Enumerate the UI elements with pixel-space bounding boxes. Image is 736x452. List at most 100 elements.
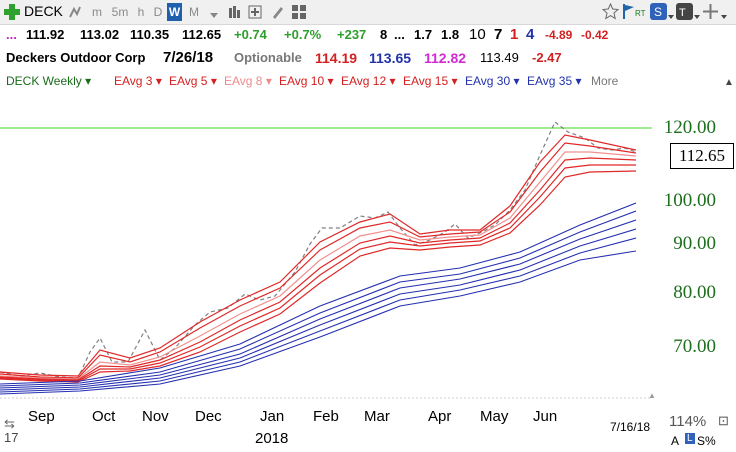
xtick-feb: Feb [313,408,339,425]
blue-avg-line-2 [0,210,637,387]
xtick-apr: Apr [428,408,452,425]
chevron-down-icon: ▾ [207,74,217,88]
flag-icon[interactable] [622,3,636,23]
blue-avg-line-1 [0,202,637,385]
period-mo[interactable]: M [189,5,199,19]
quote-rank: 8 [380,27,388,42]
period-d[interactable]: D [153,5,163,19]
red-avg-line-6 [0,170,637,383]
quote-row: ... 111.92 113.02 110.35 112.65 +0.74 +0… [0,24,736,46]
legend-label: EAvg 8 [224,74,263,88]
legend-eavg3[interactable]: EAvg 3 ▾ [114,70,162,92]
chart-type-icon[interactable] [68,5,82,22]
xtick-may: May [480,408,509,425]
ytick-100: 100.00 [663,190,716,211]
legend-label: EAvg 12 [341,74,387,88]
add-study-icon[interactable] [248,5,262,22]
add-symbol-icon[interactable] [4,4,20,20]
legend-eavg30[interactable]: EAvg 30 ▾ [465,70,520,92]
star-icon[interactable] [601,2,620,23]
info-value-a: 114.19 [315,50,358,66]
legend-label: EAvg 35 [527,74,573,88]
legend-eavg35[interactable]: EAvg 35 ▾ [527,70,582,92]
menu-arrow-icon-3[interactable] [721,9,727,23]
ytick-80: 80.00 [673,282,716,303]
quote-v8: -0.42 [581,28,609,42]
xtick-dec: Dec [195,408,222,425]
ytick-90: 90.00 [673,233,716,254]
realtime-badge: RT [635,9,646,18]
quote-dots: ... [394,27,405,42]
legend-deck-weekly[interactable]: DECK Weekly ▾ [6,70,91,92]
quote-date: 7/26/18 [163,49,214,66]
legend-eavg5[interactable]: EAvg 5 ▾ [169,70,217,92]
svg-text:T: T [679,7,686,19]
legend-label: EAvg 15 [403,74,449,88]
red-avg-line-4 [0,157,637,381]
info-value-c: 112.82 [424,50,467,66]
xtick-oct: Oct [92,408,116,425]
chevron-down-icon: ▾ [448,74,458,88]
info-value-b: 113.65 [369,50,412,66]
scale-percent-button[interactable]: S% [697,434,716,448]
quote-close: 112.65 [182,27,222,42]
xtick-nov: Nov [142,408,169,425]
symbol-field[interactable]: DECK [24,3,63,19]
scroll-left-icon[interactable]: ⇆ [4,416,15,431]
last-date-label: 7/16/18 [610,420,651,434]
study-legend: DECK Weekly ▾ EAvg 3 ▾ EAvg 5 ▾ EAvg 8 ▾… [0,70,736,92]
legend-label: EAvg 30 [465,74,511,88]
current-price-box: 112.65 [670,143,734,169]
scroll-marker-icon[interactable]: ▲ [648,391,656,400]
blue-avg-line-5 [0,237,637,393]
quote-v1: 1.7 [414,27,433,42]
chevron-down-icon: ▾ [510,74,520,88]
zoom-icon[interactable]: ⊡ [718,413,729,428]
period-5m[interactable]: 5m [111,5,129,19]
quote-change: +0.74 [234,27,267,42]
info-value-d: 113.49 [480,50,519,65]
move-icon[interactable] [703,4,718,22]
scale-log-button[interactable]: L [685,433,695,444]
zoom-level[interactable]: 114% [669,413,707,430]
chevron-down-icon: ▾ [386,74,396,88]
red-avg-line-3 [0,151,637,380]
red-avg-line-1 [0,134,637,377]
share-icon[interactable]: S [650,3,667,23]
legend-label: EAvg 3 [114,74,153,88]
chart-toolbar: DECK m 5m h D W M RT S T [0,0,736,25]
xtick-sep: Sep [28,408,55,425]
info-row: Deckers Outdoor Corp 7/26/18 Optionable … [0,47,736,69]
menu-arrow-icon-2[interactable] [694,9,700,23]
scale-auto-button[interactable]: A [671,434,680,448]
ytick-120: 120.00 [663,117,716,138]
menu-arrow-icon[interactable] [668,9,674,23]
red-avg-line-5 [0,164,636,382]
scroll-up-icon[interactable]: ▲ [724,77,734,88]
grid-icon[interactable] [292,5,306,22]
chevron-down-icon: ▾ [262,74,272,88]
period-w[interactable]: W [167,3,182,21]
blue-avg-line-6 [0,250,637,395]
quote-v2: 1.8 [441,27,460,42]
draw-pencil-icon[interactable] [270,4,284,23]
chevron-down-icon: ▾ [152,74,162,88]
blue-avg-line-4 [0,228,637,391]
svg-text:S: S [654,5,662,19]
info-value-e: -2.47 [532,50,562,65]
bars-icon[interactable] [228,5,242,22]
legend-eavg10[interactable]: EAvg 10 ▾ [279,70,334,92]
quote-v4: 7 [494,26,503,43]
year-label: 2018 [255,430,289,447]
dropdown-icon[interactable] [210,8,218,22]
legend-label: EAvg 10 [279,74,325,88]
template-icon[interactable]: T [676,3,693,23]
legend-eavg8[interactable]: EAvg 8 ▾ [224,70,272,92]
period-m[interactable]: m [92,5,102,19]
period-h[interactable]: h [137,5,145,19]
legend-eavg15[interactable]: EAvg 15 ▾ [403,70,458,92]
legend-more[interactable]: More [591,74,619,88]
xtick-mar: Mar [364,408,390,425]
legend-eavg12[interactable]: EAvg 12 ▾ [341,70,396,92]
xtick-jan: Jan [260,408,285,425]
